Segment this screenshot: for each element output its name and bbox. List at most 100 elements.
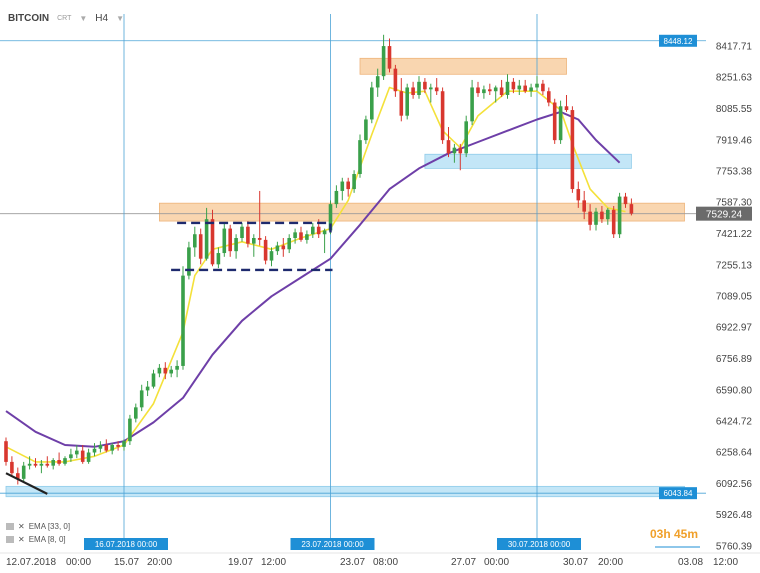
candle-down [611,209,616,235]
symbol-name[interactable]: BITCOIN [8,12,50,24]
legend-ema-8[interactable]: ✕ EMA [8, 0] [6,535,66,544]
x-tick-label: 20:00 [598,557,623,568]
x-tick-label: 20:00 [147,557,172,568]
x-tick-label: 30.07 [563,557,588,568]
candle-up [122,441,126,447]
candle-up [128,418,132,442]
candle-down [4,441,8,462]
candle-down [499,87,504,95]
price-axis [706,0,760,553]
candle-up [482,89,486,94]
candle-up [558,106,563,141]
x-tick-label: 27.07 [451,557,476,568]
range-top-line [177,221,332,237]
candle-down [228,228,232,252]
candle-down [541,83,545,92]
demand-zone [5,485,685,498]
candle-down [582,200,586,212]
supply-zone [158,202,685,222]
candle-up [287,237,291,250]
legend-ema-33[interactable]: ✕ EMA [33, 0] [6,522,70,531]
candle-up [175,365,179,370]
candle-down [552,102,557,141]
y-tick-label: 5760.39 [716,542,753,553]
time-marker-label-bg [290,538,375,550]
symbol-dropdown-icon[interactable]: ▼ [79,13,88,23]
candle-down [446,140,451,154]
timeframe-selector[interactable]: H4 [95,12,109,24]
candle-down [588,211,592,225]
close-icon[interactable]: ✕ [18,522,25,531]
candle-countdown: 03h 45m [650,527,699,541]
time-marker-label: 30.07.2018 00:00 [508,540,571,549]
y-tick-label: 8085.55 [716,104,753,115]
candle-up [328,204,333,231]
candle-up [606,209,610,220]
candle-up [517,85,522,90]
candle-up [110,444,114,451]
candle-up [594,211,598,225]
demand-zone [424,153,632,169]
candle-up [275,245,280,252]
y-tick-label: 6092.56 [716,479,753,490]
candle-up [305,234,309,240]
indicator-settings-icon[interactable] [6,536,14,543]
candle-down [10,461,14,474]
candle-up [69,454,73,459]
y-tick-label: 6922.97 [716,323,753,334]
candle-up [269,251,274,261]
candle-up [405,87,409,116]
candle-down [488,89,492,92]
price-line-label: 8448.12 [664,37,693,46]
candle-down [623,196,628,205]
y-tick-label: 7919.46 [716,135,753,146]
legend-label: EMA [33, 0] [28,522,71,531]
instrument-type: CRT [57,14,72,22]
candle-up [252,237,256,244]
y-tick-label: 7587.30 [716,198,753,209]
candle-up [27,463,32,466]
candle-down [57,460,61,464]
candle-down [458,147,463,154]
candle-down [116,444,120,447]
current-price-label-bg [696,206,752,221]
y-tick-label: 8251.63 [716,73,753,84]
candle-up [452,147,457,154]
candle-up [86,452,91,462]
candle-up [505,81,510,95]
candle-up [334,190,339,205]
candle-up [617,196,622,235]
candle-up [311,226,315,235]
candle-down [564,106,569,111]
y-tick-label: 7089.05 [716,292,753,303]
close-icon[interactable]: ✕ [18,535,25,544]
x-tick-label: 15.07 [114,557,139,568]
current-price-label: 7529.24 [706,210,743,221]
trend-line [5,472,48,495]
candle-down [547,91,551,103]
candle-down [210,219,215,265]
candle-down [411,87,415,95]
candle-down [600,211,604,220]
candle-up [151,373,156,387]
time-marker-label: 23.07.2018 00:00 [301,540,364,549]
x-tick-label: 19.07 [228,557,253,568]
candle-up [169,369,173,374]
candle-up [240,226,244,238]
candle-down [511,81,516,90]
indicator-settings-icon[interactable] [6,523,14,530]
candle-down [346,181,350,190]
ema-8-line [5,86,626,463]
candle-up [187,247,191,276]
candle-down [393,68,398,92]
candle-up [535,83,539,88]
ema-33-line [5,110,621,448]
candle-up [358,140,362,175]
candle-down [257,237,262,240]
timeframe-dropdown-icon[interactable]: ▼ [116,13,125,23]
candle-up [493,87,498,92]
y-tick-label: 8417.71 [716,42,753,53]
candle-up [293,232,297,238]
candle-up [92,448,97,453]
